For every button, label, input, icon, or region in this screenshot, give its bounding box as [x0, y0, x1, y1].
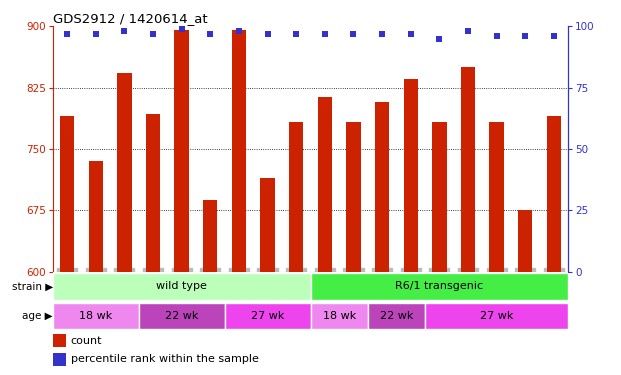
Text: wild type: wild type — [156, 282, 207, 291]
Bar — [461, 67, 475, 272]
Point — [148, 31, 158, 37]
Point — [549, 33, 559, 39]
Bar — [89, 161, 103, 272]
Bar — [203, 200, 217, 272]
Bar — [53, 334, 66, 347]
Bar — [347, 122, 361, 272]
Bar — [53, 303, 138, 329]
Bar — [232, 30, 246, 272]
Text: 18 wk: 18 wk — [322, 311, 356, 321]
Point — [263, 31, 273, 37]
Point — [377, 31, 387, 37]
Text: R6/1 transgenic: R6/1 transgenic — [396, 282, 483, 291]
Bar — [425, 303, 568, 329]
Bar — [289, 122, 303, 272]
Point — [62, 31, 72, 37]
Text: 18 wk: 18 wk — [79, 311, 112, 321]
Point — [91, 31, 101, 37]
Bar — [546, 116, 561, 272]
Point — [291, 31, 301, 37]
Bar — [146, 114, 160, 272]
Bar — [117, 73, 132, 272]
Point — [206, 31, 215, 37]
Text: 27 wk: 27 wk — [480, 311, 514, 321]
Bar — [260, 178, 274, 272]
Text: count: count — [71, 336, 102, 346]
Text: strain ▶: strain ▶ — [12, 282, 53, 291]
Bar — [60, 116, 75, 272]
Point — [435, 36, 445, 42]
Bar — [518, 210, 532, 272]
Bar — [489, 122, 504, 272]
Text: percentile rank within the sample: percentile rank within the sample — [71, 354, 259, 364]
Bar — [225, 303, 310, 329]
Point — [119, 28, 129, 34]
Text: age ▶: age ▶ — [22, 311, 53, 321]
Text: GDS2912 / 1420614_at: GDS2912 / 1420614_at — [53, 12, 207, 25]
Point — [234, 28, 244, 34]
Bar — [318, 98, 332, 272]
Bar — [138, 303, 225, 329]
Point — [177, 26, 187, 32]
Point — [492, 33, 502, 39]
Bar — [432, 122, 446, 272]
Bar — [310, 273, 568, 300]
Point — [348, 31, 358, 37]
Bar — [368, 303, 425, 329]
Bar — [53, 273, 310, 300]
Point — [520, 33, 530, 39]
Text: 27 wk: 27 wk — [251, 311, 284, 321]
Point — [463, 28, 473, 34]
Point — [320, 31, 330, 37]
Bar — [175, 30, 189, 272]
Bar — [375, 102, 389, 272]
Text: 22 wk: 22 wk — [165, 311, 198, 321]
Bar — [53, 353, 66, 366]
Point — [406, 31, 415, 37]
Text: 22 wk: 22 wk — [379, 311, 413, 321]
Bar — [404, 80, 418, 272]
Bar — [310, 303, 368, 329]
